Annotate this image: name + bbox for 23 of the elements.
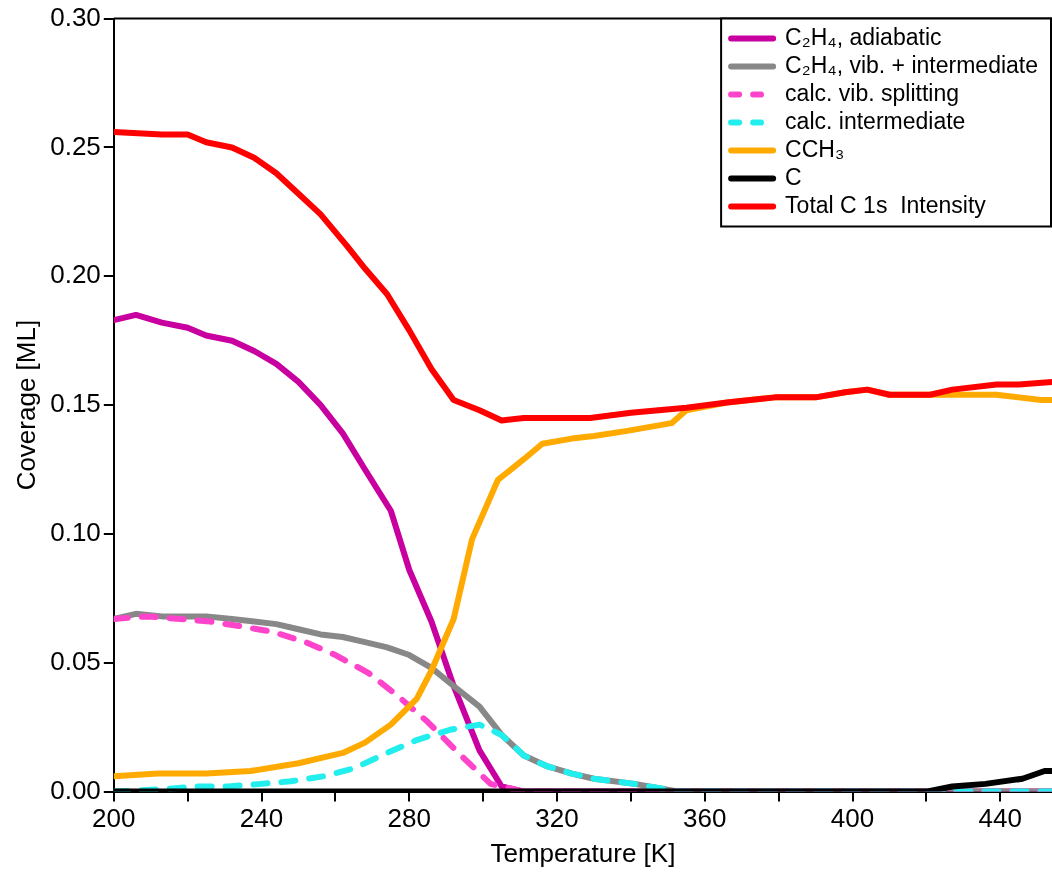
y-tick-label: 0.20 (50, 259, 101, 290)
legend-label: CCH₃ (785, 135, 845, 162)
x-tick-label: 440 (978, 803, 1022, 834)
legend-label: C₂H₄, vib. + intermediate (785, 51, 1038, 78)
x-tick-label: 240 (239, 803, 284, 834)
x-axis-title: Temperature [K] (490, 837, 676, 868)
y-axis-title: Coverage [ML] (10, 319, 41, 491)
y-tick-label: 0.15 (50, 388, 101, 419)
y-tick-label: 0.10 (50, 517, 101, 548)
x-tick-label: 320 (535, 803, 579, 834)
x-tick-label: 280 (387, 803, 431, 834)
legend-label: C₂H₄, adiabatic (785, 23, 942, 50)
legend-label: calc. intermediate (785, 107, 966, 134)
y-tick-label: 0.05 (50, 645, 101, 676)
legend-label: Total C 1s Intensity (785, 191, 987, 218)
legend-label: calc. vib. splitting (785, 79, 959, 106)
legend-label: C (785, 163, 802, 190)
x-tick-label: 400 (830, 803, 875, 834)
y-tick-label: 0.25 (50, 130, 101, 161)
y-tick-label: 0.00 (50, 774, 101, 805)
y-tick-label: 0.30 (50, 1, 101, 32)
x-tick-label: 200 (92, 803, 136, 834)
x-tick-label: 360 (683, 803, 727, 834)
